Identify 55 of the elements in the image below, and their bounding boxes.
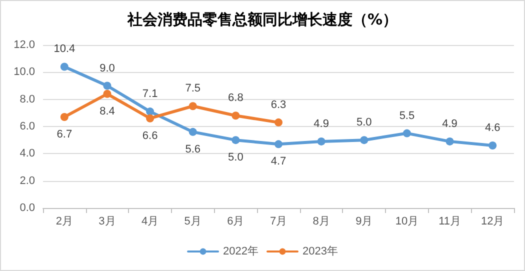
data-label: 6.3	[270, 98, 286, 111]
point	[232, 136, 240, 144]
data-label: 8.4	[100, 105, 115, 118]
x-tick-label: 11月	[438, 216, 461, 228]
point	[146, 114, 154, 122]
x-tick-label: 12月	[480, 216, 504, 228]
x-tick-label: 6月	[227, 216, 244, 228]
x-tick-label: 5月	[184, 216, 202, 228]
legend-label: 2023年	[302, 246, 338, 258]
legend-label: 2022年	[223, 246, 259, 258]
data-label: 5.6	[185, 143, 201, 156]
y-tick-label: 10.0	[14, 66, 35, 78]
x-tick-label: 8月	[312, 216, 330, 228]
data-label: 7.1	[142, 88, 158, 100]
y-tick-label: 4.0	[20, 148, 35, 160]
data-label: 4.6	[484, 122, 500, 134]
data-label: 6.8	[228, 92, 244, 104]
x-tick-label: 7月	[270, 216, 288, 228]
point	[360, 136, 368, 144]
point	[274, 118, 282, 126]
point	[402, 129, 411, 138]
y-tick-label: 2.0	[20, 174, 35, 187]
x-tick-label: 9月	[356, 216, 373, 228]
data-label: 5.0	[356, 116, 372, 129]
data-label: 4.9	[442, 118, 458, 130]
data-label: 10.4	[54, 43, 76, 56]
data-label: 6.6	[142, 130, 158, 142]
point	[488, 142, 497, 150]
point	[188, 128, 197, 136]
point	[232, 112, 240, 120]
y-tick-label: 0.0	[20, 202, 35, 214]
y-tick-label: 8.0	[20, 93, 35, 106]
data-label: 7.5	[185, 82, 201, 95]
point	[103, 82, 112, 90]
point	[60, 112, 68, 121]
x-tick-label: 4月	[141, 216, 159, 228]
point	[60, 62, 68, 71]
data-label: 5.5	[399, 110, 415, 122]
point	[103, 90, 112, 98]
point	[446, 137, 454, 146]
y-tick-label: 6.0	[20, 120, 35, 132]
chart-title: 社会消费品零售总额同比增长速度（%）	[126, 10, 398, 28]
data-label: 4.9	[314, 118, 329, 130]
data-label: 5.0	[228, 152, 244, 164]
point	[274, 140, 282, 148]
data-label: 9.0	[100, 62, 115, 74]
point	[188, 102, 197, 110]
x-tick-label: 10月	[395, 216, 419, 228]
point	[146, 108, 154, 116]
data-label: 6.7	[56, 128, 72, 140]
x-tick-label: 2月	[56, 216, 73, 228]
data-label: 4.7	[270, 156, 286, 168]
point	[317, 137, 326, 146]
x-tick-label: 3月	[98, 216, 116, 228]
y-tick-label: 12.0	[14, 39, 35, 51]
